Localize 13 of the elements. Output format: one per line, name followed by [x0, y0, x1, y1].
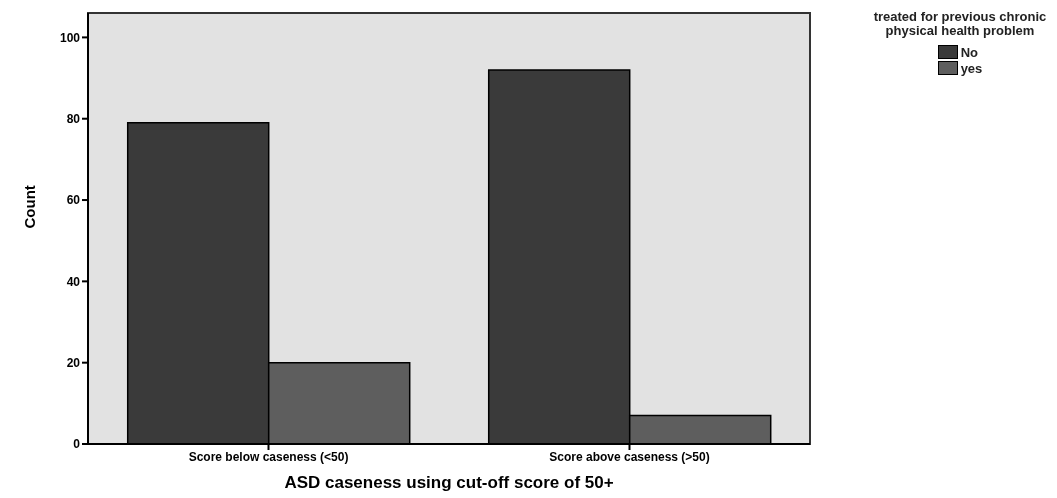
x-tick-label: Score above caseness (>50): [549, 449, 710, 464]
y-tick-label: 100: [59, 30, 81, 45]
legend-label: yes: [960, 60, 983, 76]
y-tick-label: 20: [66, 355, 81, 370]
y-tick-label: 60: [66, 193, 81, 208]
legend-title: treated for previous chronic physical health problem: [872, 9, 1048, 38]
y-tick-label: 40: [66, 274, 81, 289]
x-axis-title: ASD caseness using cut-off score of 50+: [284, 473, 614, 492]
y-tick-label: 0: [73, 437, 81, 452]
y-tick-label: 80: [66, 111, 81, 126]
legend-label: No: [960, 44, 978, 60]
x-tick-label: Score below caseness (<50): [188, 449, 349, 464]
y-axis-title: Count: [21, 185, 39, 229]
